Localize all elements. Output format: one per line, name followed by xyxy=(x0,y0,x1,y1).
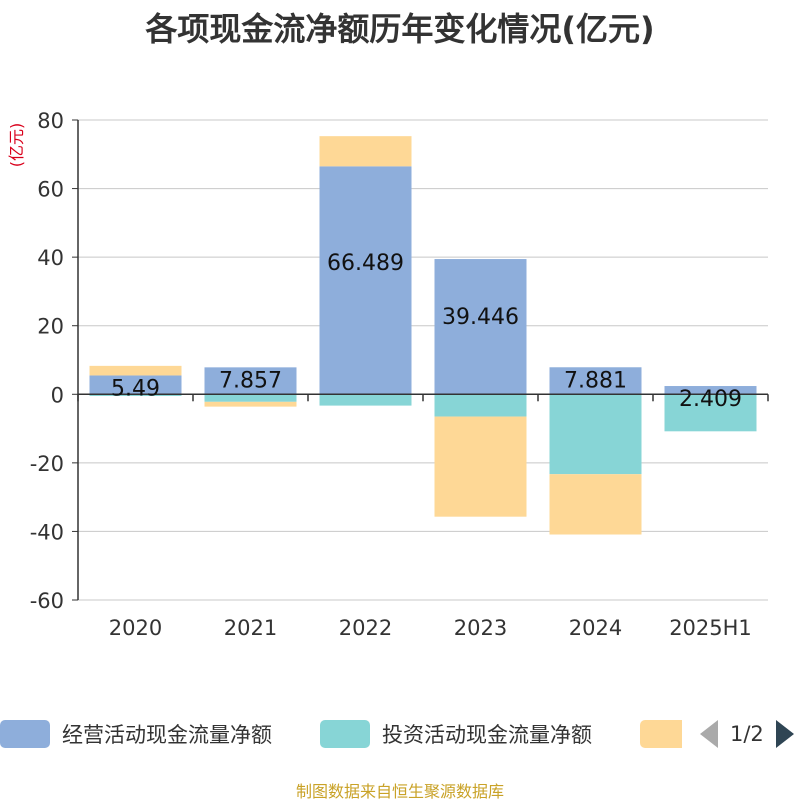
legend-swatch-operating xyxy=(0,720,50,748)
x-tick-label-2022: 2022 xyxy=(339,616,392,640)
bar-s1-2022[interactable] xyxy=(319,394,412,406)
y-tick-label: -20 xyxy=(30,452,64,476)
y-tick-label: 20 xyxy=(37,315,64,339)
legend-item-operating[interactable]: 经营活动现金流量净额 xyxy=(0,716,272,752)
bar-s0-2023[interactable] xyxy=(434,259,527,395)
bar-s2-2020[interactable] xyxy=(89,365,182,376)
bar-s0-2021[interactable] xyxy=(204,367,297,395)
legend-page-indicator: 1/2 xyxy=(730,722,764,746)
legend: 经营活动现金流量净额 投资活动现金流量净额 xyxy=(0,716,800,752)
legend-pager: 1/2 xyxy=(700,716,794,752)
legend-swatch-investing xyxy=(320,720,370,748)
legend-swatch-financing xyxy=(640,720,682,748)
data-label-2023: 39.446 xyxy=(442,305,519,330)
x-tick-label-2024: 2024 xyxy=(569,616,622,640)
legend-label-operating: 经营活动现金流量净额 xyxy=(62,723,272,747)
bar-s0-2025H1[interactable] xyxy=(664,386,757,395)
legend-label-investing: 投资活动现金流量净额 xyxy=(382,723,592,747)
data-source: 制图数据来自恒生聚源数据库 xyxy=(295,782,504,801)
bar-s0-2022[interactable] xyxy=(319,166,412,395)
bar-s2-2024[interactable] xyxy=(549,474,642,535)
bar-s0-2024[interactable] xyxy=(549,367,642,395)
legend-item-financing[interactable] xyxy=(640,716,682,752)
y-tick-label: 0 xyxy=(51,383,64,407)
bar-s2-2023[interactable] xyxy=(434,416,527,517)
data-label-2025H1: 2.409 xyxy=(679,387,742,412)
bar-s1-2020[interactable] xyxy=(89,394,182,396)
legend-prev-page-icon[interactable] xyxy=(700,720,718,748)
x-tick-label-2025H1: 2025H1 xyxy=(669,616,752,640)
y-axis-label: (亿元) xyxy=(7,123,26,168)
data-label-2021: 7.857 xyxy=(219,368,282,393)
bar-s2-2022[interactable] xyxy=(319,136,412,167)
bar-s1-2024[interactable] xyxy=(549,394,642,475)
y-tick-label: 80 xyxy=(37,109,64,133)
chart-title: 各项现金流净额历年变化情况(亿元) xyxy=(145,10,655,48)
data-label-2024: 7.881 xyxy=(564,368,627,393)
bar-s1-2021[interactable] xyxy=(204,394,297,402)
data-label-2020: 5.49 xyxy=(111,376,160,401)
x-tick-label-2021: 2021 xyxy=(224,616,277,640)
bar-s1-2025H1[interactable] xyxy=(664,394,757,432)
y-tick-label: 60 xyxy=(37,178,64,202)
x-tick-label-2023: 2023 xyxy=(454,616,507,640)
bar-s1-2023[interactable] xyxy=(434,394,527,417)
x-tick-label-2020: 2020 xyxy=(109,616,162,640)
y-tick-label: -60 xyxy=(30,589,64,613)
bar-s0-2020[interactable] xyxy=(89,375,182,395)
legend-item-investing[interactable]: 投资活动现金流量净额 xyxy=(320,716,592,752)
y-tick-label: 40 xyxy=(37,246,64,270)
y-tick-label: -40 xyxy=(30,520,64,544)
bar-s2-2021[interactable] xyxy=(204,401,297,407)
data-label-2022: 66.489 xyxy=(327,251,404,276)
legend-next-page-icon[interactable] xyxy=(775,720,794,748)
